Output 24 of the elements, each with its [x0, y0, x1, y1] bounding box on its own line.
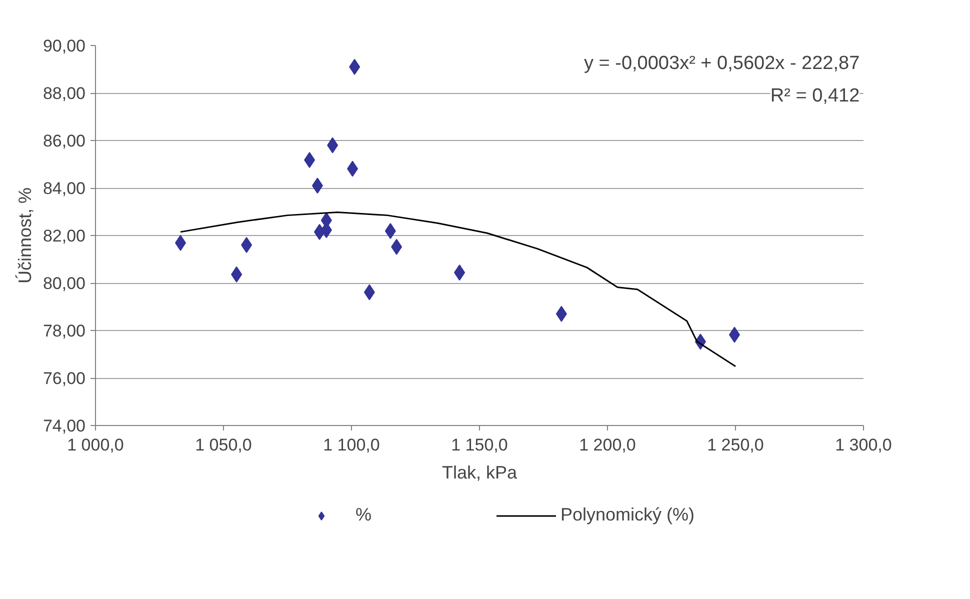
y-tick-label: 88,00	[42, 84, 86, 103]
y-tick-label: 76,00	[42, 369, 86, 388]
y-tick-label: 84,00	[42, 179, 86, 198]
x-tick-label: 1 000,0	[67, 436, 124, 454]
point	[241, 237, 252, 253]
x-tick-label: 1 250,0	[707, 436, 764, 454]
y-tick-label: 74,00	[42, 416, 86, 436]
annotation: R² = 0,412	[770, 85, 860, 106]
y-tick-label: 86,00	[42, 132, 86, 150]
x-tick-label: 1 150,0	[451, 436, 508, 454]
y-tick-label: 78,00	[42, 322, 86, 340]
x-tick-label: 1 200,0	[579, 436, 636, 454]
x-tick-label: 1 100,0	[323, 436, 380, 454]
y-tick-label: 80,00	[42, 274, 86, 293]
x-tick-label: 1 050,0	[195, 436, 252, 454]
x-axis-title: Tlak, kPa	[442, 462, 518, 482]
x-tick-label: 1 300,0	[835, 436, 892, 454]
line-series	[180, 211, 736, 368]
y-tick-label: 82,00	[42, 226, 86, 246]
y-tick-label: 90,00	[42, 36, 86, 56]
legend-label: Polynomický (%)	[560, 504, 695, 526]
legend-label: %	[355, 504, 372, 526]
y-axis-title: Účinnost, %	[14, 187, 35, 284]
annotation: y = -0,0003x² + 0,5602x - 222,87	[584, 53, 860, 74]
